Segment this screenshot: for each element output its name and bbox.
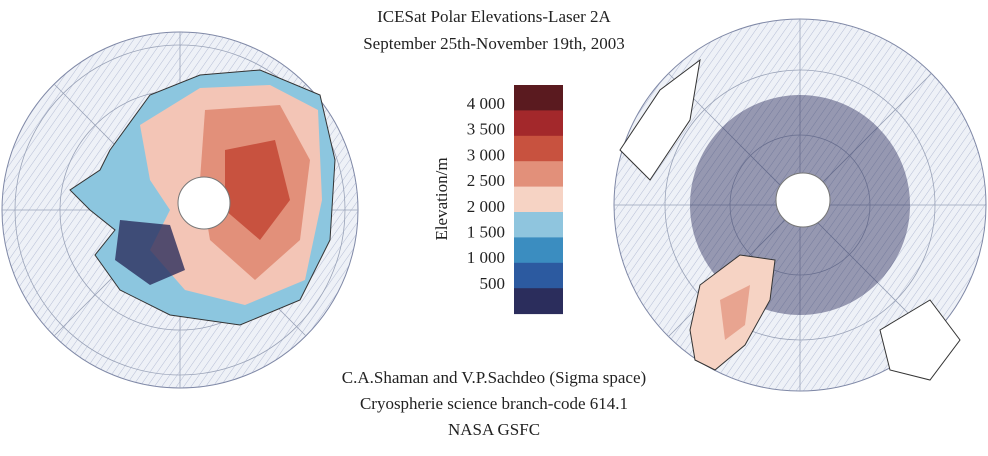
credit: NASA GSFC xyxy=(448,420,540,439)
title: ICESat Polar Elevations-Laser 2A xyxy=(377,7,611,26)
colorbar-tick-label: 3 500 xyxy=(467,120,505,139)
colorbar-bin xyxy=(514,110,563,136)
colorbar-tick-label: 4 000 xyxy=(467,94,505,113)
credit: C.A.Shaman and V.P.Sachdeo (Sigma space) xyxy=(342,368,646,387)
colorbar-bin xyxy=(514,288,563,314)
subtitle: September 25th-November 19th, 2003 xyxy=(363,34,625,53)
colorbar-bin xyxy=(514,136,563,162)
colorbar-tick-label: 1 000 xyxy=(467,248,505,267)
colorbar-bin xyxy=(514,85,563,111)
colorbar-bin xyxy=(514,237,563,263)
colorbar-bin xyxy=(514,187,563,213)
credit: Cryospherie science branch-code 614.1 xyxy=(360,394,628,413)
colorbar-tick-label: 1 500 xyxy=(467,223,505,242)
colorbar-bin xyxy=(514,263,563,289)
page: ICESat Polar Elevations-Laser 2A Septemb… xyxy=(0,0,988,456)
colorbar-bin xyxy=(514,161,563,187)
colorbar-tick-label: 2 000 xyxy=(467,197,505,216)
antarctic-map xyxy=(2,32,358,388)
colorbar-label: Elevation/m xyxy=(432,157,451,240)
colorbar-tick-label: 3 000 xyxy=(467,145,505,164)
colorbar: 4 000 3 500 3 000 2 500 2 000 1 500 1 000 500 xyxy=(467,85,563,314)
colorbar-tick-label: 500 xyxy=(480,274,506,293)
colorbar-tick-label: 2 500 xyxy=(467,171,505,190)
arctic-map xyxy=(614,19,986,391)
colorbar-bin xyxy=(514,212,563,238)
